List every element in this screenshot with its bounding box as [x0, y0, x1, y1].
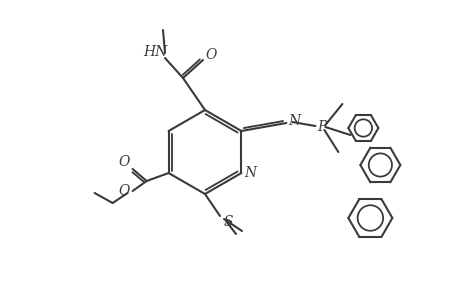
Text: N: N [288, 114, 300, 128]
Text: HN: HN [143, 45, 167, 59]
Text: N: N [244, 166, 256, 180]
Text: S: S [223, 215, 232, 229]
Text: P: P [317, 120, 326, 134]
Text: O: O [119, 184, 130, 198]
Text: O: O [119, 155, 130, 169]
Text: O: O [205, 48, 216, 62]
